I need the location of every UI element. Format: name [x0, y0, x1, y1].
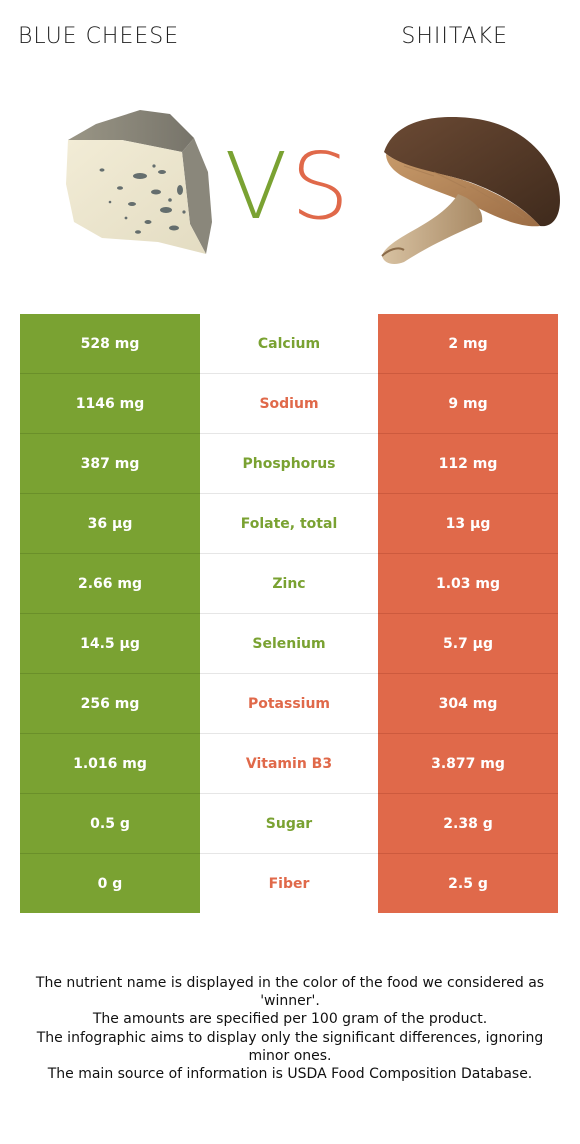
table-row: 387 mg Phosphorus 112 mg [20, 434, 558, 494]
vs-right-letter: S [291, 133, 349, 230]
table-row: 14.5 µg Selenium 5.7 µg [20, 614, 558, 674]
left-value: 36 µg [20, 494, 200, 553]
left-value: 2.66 mg [20, 554, 200, 613]
nutrient-name: Selenium [252, 635, 326, 652]
table-row: 256 mg Potassium 304 mg [20, 674, 558, 734]
nutrient-comparison-table: 528 mg Calcium 2 mg 1146 mg Sodium 9 mg … [20, 314, 558, 914]
right-value: 304 mg [378, 674, 558, 733]
left-value: 0.5 g [20, 794, 200, 853]
footnote: The nutrient name is displayed in the co… [20, 974, 560, 1083]
table-row: 0 g Fiber 2.5 g [20, 854, 558, 914]
blue-cheese-image [66, 110, 212, 254]
right-food-title: SHIITAKE [401, 24, 508, 49]
right-value: 1.03 mg [378, 554, 558, 613]
right-value: 13 µg [378, 494, 558, 553]
table-row: 36 µg Folate, total 13 µg [20, 494, 558, 554]
footnote-line: The nutrient name is displayed in the co… [35, 975, 545, 1010]
left-value: 1.016 mg [20, 734, 200, 793]
footnote-line: The main source of information is USDA F… [47, 1066, 533, 1083]
footnote-line: The infographic aims to display only the… [36, 1029, 544, 1064]
shiitake-image [381, 117, 560, 264]
nutrient-name: Potassium [247, 695, 331, 712]
table-row: 0.5 g Sugar 2.38 g [20, 794, 558, 854]
nutrient-name: Calcium [257, 335, 321, 352]
left-food-title: BLUE CHEESE [18, 24, 180, 49]
footnote-line: The amounts are specified per 100 gram o… [92, 1011, 488, 1028]
left-value: 1146 mg [20, 374, 200, 433]
nutrient-name: Folate, total [240, 515, 338, 532]
right-value: 3.877 mg [378, 734, 558, 793]
nutrient-name: Vitamin B3 [245, 755, 333, 772]
left-value: 256 mg [20, 674, 200, 733]
nutrient-name: Zinc [272, 575, 306, 592]
right-value: 2 mg [378, 314, 558, 373]
left-value: 0 g [20, 854, 200, 913]
right-value: 112 mg [378, 434, 558, 493]
left-value: 14.5 µg [20, 614, 200, 673]
right-value: 9 mg [378, 374, 558, 433]
vs-left-letter: V [226, 133, 287, 230]
left-value: 528 mg [20, 314, 200, 373]
nutrient-name: Fiber [268, 875, 310, 892]
right-value: 2.38 g [378, 794, 558, 853]
right-value: 2.5 g [378, 854, 558, 913]
left-value: 387 mg [20, 434, 200, 493]
table-row: 528 mg Calcium 2 mg [20, 314, 558, 374]
table-row: 1146 mg Sodium 9 mg [20, 374, 558, 434]
nutrient-name: Sugar [265, 815, 313, 832]
vs-mark: V S [226, 133, 349, 230]
right-value: 5.7 µg [378, 614, 558, 673]
table-row: 1.016 mg Vitamin B3 3.877 mg [20, 734, 558, 794]
table-row: 2.66 mg Zinc 1.03 mg [20, 554, 558, 614]
nutrient-name: Phosphorus [242, 455, 336, 472]
nutrient-name: Sodium [259, 395, 319, 412]
